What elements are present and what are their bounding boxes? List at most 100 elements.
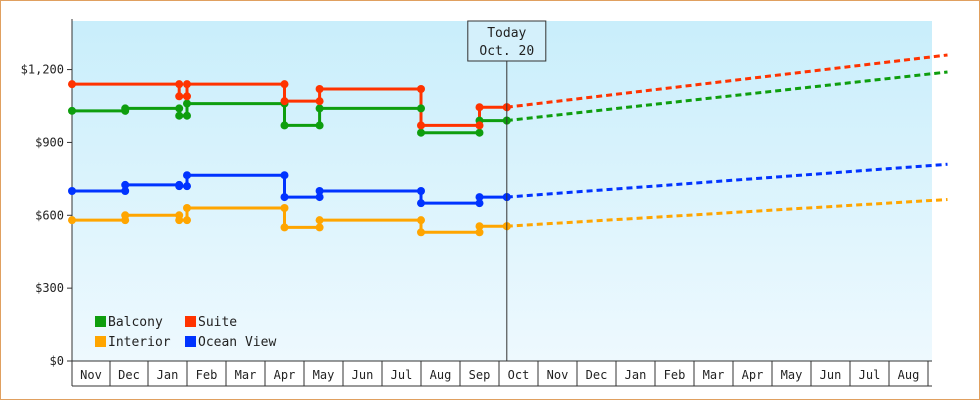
today-date-label: Oct. 20 (479, 44, 534, 59)
x-tick-label: Jan (625, 368, 647, 382)
legend-swatch-balcony (95, 316, 106, 327)
forecast-line-ocean-view (506, 162, 948, 199)
data-point-interior (175, 216, 184, 225)
data-point-ocean-view (175, 182, 184, 191)
x-tick-label: Feb (196, 368, 218, 382)
x-tick-label: Dec (118, 368, 140, 382)
x-tick-label: Jan (157, 368, 179, 382)
data-point-suite (417, 121, 425, 130)
forecast-line-interior (506, 198, 948, 228)
series-line-ocean-view (72, 173, 507, 205)
data-point-ocean-view (280, 171, 289, 180)
data-point-ocean-view (417, 199, 425, 208)
forecast-line-suite (506, 53, 948, 109)
series-line-interior (72, 206, 507, 234)
data-point-balcony (175, 111, 184, 120)
data-point-ocean-view (121, 187, 130, 195)
data-point-balcony (68, 106, 76, 115)
x-tick-label: Apr (274, 368, 296, 382)
data-point-suite (417, 85, 425, 93)
x-tick-label: May (781, 368, 803, 382)
data-point-interior (183, 204, 191, 212)
data-point-ocean-view (68, 187, 76, 195)
data-point-ocean-view (183, 171, 191, 180)
x-tick-label: Nov (547, 368, 569, 382)
x-tick-label: Mar (235, 368, 257, 382)
data-point-ocean-view (280, 193, 289, 202)
data-point-interior (315, 223, 324, 232)
data-point-ocean-view (183, 182, 191, 191)
x-tick-label: Mar (703, 368, 725, 382)
y-tick-label: $1,200 (21, 63, 64, 77)
data-point-ocean-view (475, 199, 484, 208)
data-point-ocean-view (121, 180, 130, 189)
y-tick-label: $0 (50, 354, 64, 368)
today-label: Today (487, 26, 526, 41)
data-point-balcony (475, 128, 484, 137)
x-tick-label: Oct (508, 368, 530, 382)
data-point-suite (475, 103, 484, 112)
data-point-interior (417, 228, 425, 237)
data-point-interior (121, 211, 130, 220)
legend-label-interior: Interior (108, 335, 171, 350)
legend-swatch-interior (95, 336, 106, 347)
legend-label-suite: Suite (198, 315, 237, 330)
data-point-suite (68, 80, 76, 89)
data-point-interior (280, 204, 289, 212)
legend-swatch-suite (185, 316, 196, 327)
x-tick-label: Jun (352, 368, 374, 382)
series-line-balcony (72, 102, 507, 135)
data-point-ocean-view (475, 193, 484, 202)
data-point-interior (183, 216, 191, 225)
data-point-interior (68, 216, 76, 225)
data-point-interior (315, 216, 324, 225)
x-tick-label: Jul (391, 368, 413, 382)
data-point-balcony (121, 104, 130, 113)
data-point-suite (175, 92, 184, 101)
data-point-balcony (315, 121, 324, 130)
y-tick-label: $300 (35, 281, 64, 295)
data-point-ocean-view (417, 187, 425, 195)
data-point-balcony (417, 128, 425, 137)
data-point-suite (315, 97, 324, 106)
data-point-suite (315, 85, 324, 93)
y-tick-label: $900 (35, 135, 64, 149)
y-tick-label: $600 (35, 208, 64, 222)
data-point-suite (175, 80, 184, 89)
forecast-line-balcony (506, 70, 948, 123)
x-tick-label: Nov (80, 368, 102, 382)
x-tick-label: Aug (898, 368, 920, 382)
x-tick-label: Feb (664, 368, 686, 382)
x-tick-label: Sep (469, 368, 491, 382)
data-point-ocean-view (315, 187, 324, 195)
x-tick-label: Dec (586, 368, 608, 382)
data-point-suite (475, 121, 484, 130)
data-point-balcony (417, 104, 425, 113)
x-tick-label: May (313, 368, 335, 382)
legend-swatch-ocean-view (185, 336, 196, 347)
data-point-balcony (175, 104, 184, 113)
legend-label-ocean-view: Ocean View (198, 335, 276, 350)
data-point-balcony (183, 111, 191, 120)
x-tick-label: Aug (430, 368, 452, 382)
data-point-suite (183, 92, 191, 101)
data-point-suite (280, 97, 289, 106)
data-point-balcony (280, 121, 289, 130)
today-box (467, 20, 547, 62)
data-point-suite (280, 80, 289, 89)
data-point-interior (475, 222, 484, 231)
x-tick-label: Jun (820, 368, 842, 382)
legend-label-balcony: Balcony (108, 315, 163, 330)
data-point-balcony (315, 104, 324, 113)
data-point-interior (417, 216, 425, 225)
plot-background (72, 21, 932, 361)
data-point-suite (183, 80, 191, 89)
data-point-interior (280, 223, 289, 232)
data-point-balcony (183, 99, 191, 108)
data-point-interior (475, 228, 484, 237)
x-tick-label: Apr (742, 368, 764, 382)
data-point-ocean-view (315, 193, 324, 202)
x-tick-label: Jul (859, 368, 881, 382)
